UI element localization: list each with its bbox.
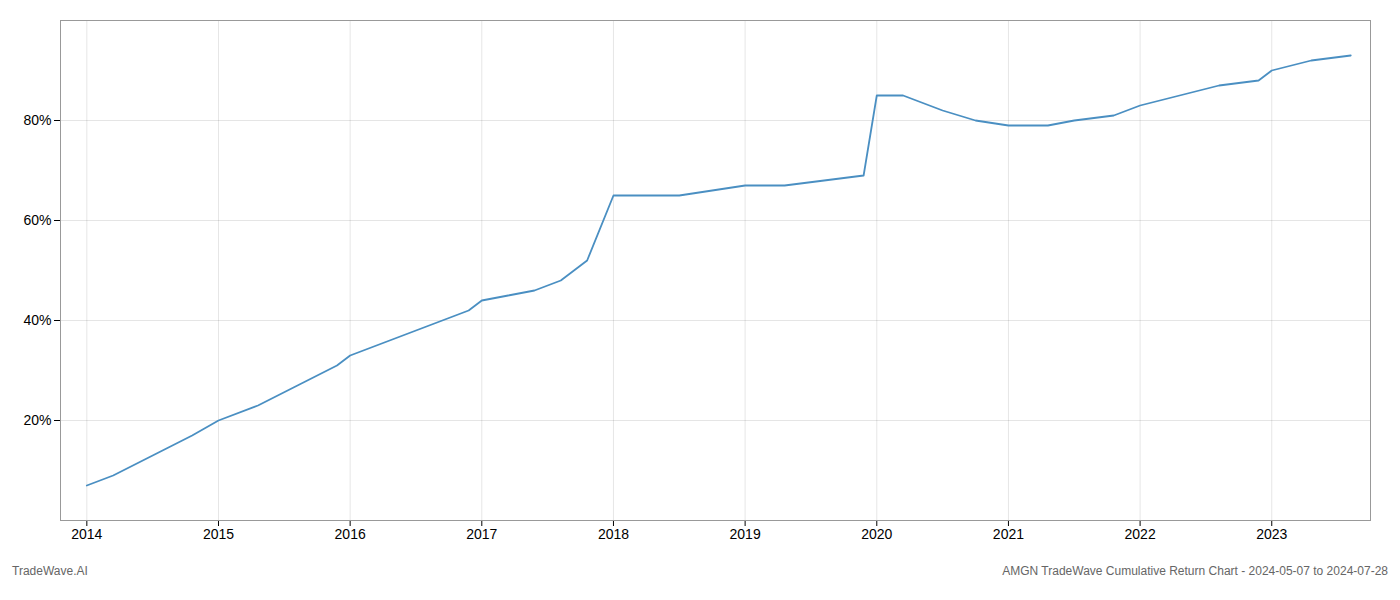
svg-text:2014: 2014 bbox=[71, 526, 102, 542]
svg-text:2020: 2020 bbox=[861, 526, 892, 542]
svg-text:2016: 2016 bbox=[335, 526, 366, 542]
svg-text:2015: 2015 bbox=[203, 526, 234, 542]
svg-text:2019: 2019 bbox=[730, 526, 761, 542]
svg-text:2018: 2018 bbox=[598, 526, 629, 542]
svg-text:60%: 60% bbox=[23, 212, 51, 228]
svg-text:2022: 2022 bbox=[1125, 526, 1156, 542]
svg-text:40%: 40% bbox=[23, 312, 51, 328]
svg-text:80%: 80% bbox=[23, 112, 51, 128]
svg-text:2017: 2017 bbox=[466, 526, 497, 542]
html-text:TradeWave.AI: TradeWave.AI bbox=[12, 564, 88, 578]
svg-text:2023: 2023 bbox=[1256, 526, 1287, 542]
svg-text:20%: 20% bbox=[23, 412, 51, 428]
html-text:AMGN TradeWave Cumulative Retu: AMGN TradeWave Cumulative Return Chart -… bbox=[1002, 564, 1388, 578]
svg-text:2021: 2021 bbox=[993, 526, 1024, 542]
